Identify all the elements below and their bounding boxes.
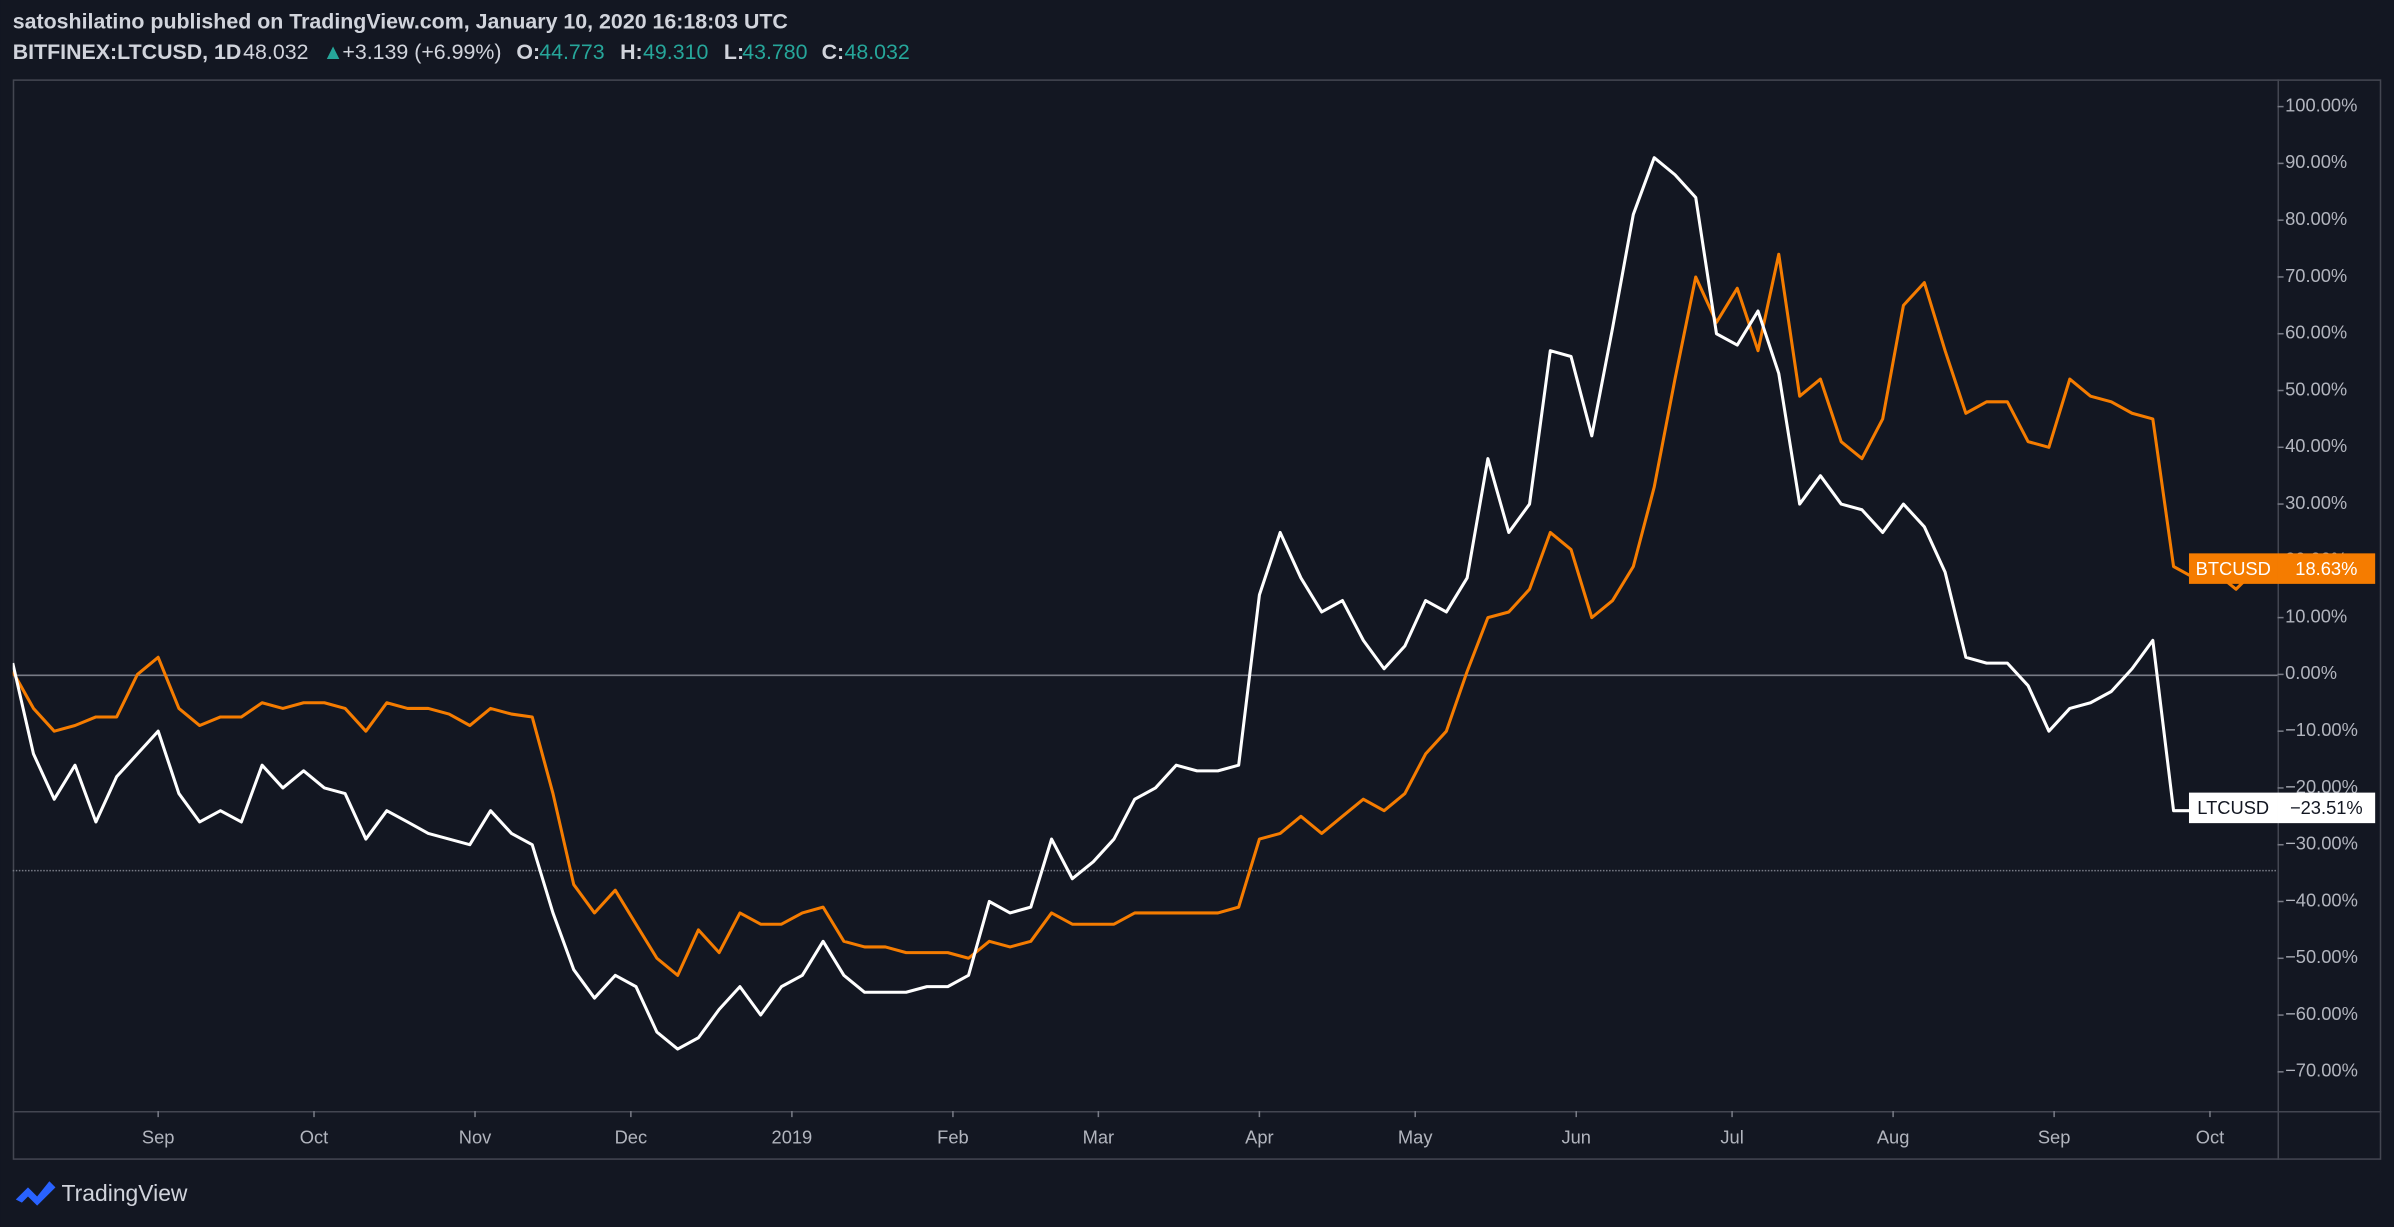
- last-price: 48.032: [243, 40, 308, 64]
- symbol: BITFINEX:LTCUSD, 1D: [13, 40, 242, 64]
- x-tick-label: Sep: [142, 1126, 175, 1147]
- y-tick-label: 10.00%: [2285, 605, 2347, 626]
- x-tick-label: Feb: [937, 1126, 969, 1147]
- x-tick-label: Jun: [1561, 1126, 1591, 1147]
- y-tick-label: −70.00%: [2285, 1060, 2358, 1081]
- x-tick-label: Jul: [1720, 1126, 1743, 1147]
- badge-name: LTCUSD: [2197, 797, 2269, 818]
- x-tick-label: Aug: [1877, 1126, 1910, 1147]
- y-tick-label: 0.00%: [2285, 662, 2337, 683]
- badge-value: −23.51%: [2290, 797, 2363, 818]
- ohlc-label: H:: [620, 40, 643, 64]
- badge-name-bg: [2188, 553, 2278, 584]
- y-tick-label: 40.00%: [2285, 435, 2347, 456]
- series-line: [12, 156, 2258, 1051]
- y-tick-label: −20.00%: [2285, 776, 2358, 797]
- ohlc-value: 49.310: [643, 40, 708, 64]
- logo-text: TradingView: [62, 1180, 188, 1206]
- badge-value-bg: [2277, 553, 2376, 584]
- y-tick-label: 60.00%: [2285, 322, 2347, 343]
- x-tick-label: Dec: [615, 1126, 648, 1147]
- ohlc-label: L:: [724, 40, 744, 64]
- publisher: satoshilatino published on TradingView.c…: [13, 10, 788, 34]
- ohlc-label: C:: [822, 40, 845, 64]
- frame: [12, 79, 2382, 1160]
- last-value-badge: BTCUSD 18.63%: [2188, 553, 2376, 584]
- y-tick-label: 70.00%: [2285, 265, 2347, 286]
- ohlc-value: 48.032: [844, 40, 909, 64]
- y-tick-label: 30.00%: [2285, 492, 2347, 513]
- series-line: [12, 252, 2258, 977]
- x-tick-label: 2019: [772, 1126, 813, 1147]
- ohlc-label: O:: [516, 40, 540, 64]
- y-tick-label: 80.00%: [2285, 208, 2347, 229]
- x-tick-label: Oct: [300, 1126, 328, 1147]
- x-tick-label: Oct: [2196, 1126, 2224, 1147]
- badge-value-bg: [2277, 792, 2376, 824]
- x-tick-label: May: [1398, 1126, 1433, 1147]
- y-tick-label: −60.00%: [2285, 1003, 2358, 1024]
- y-tick-label: −40.00%: [2285, 889, 2358, 910]
- x-tick-label: Apr: [1245, 1126, 1273, 1147]
- logo-icon: [15, 1181, 56, 1206]
- x-tick-label: Mar: [1083, 1126, 1115, 1147]
- last-value-badge: LTCUSD −23.51%: [2188, 792, 2376, 824]
- change-arrow: ▲: [323, 40, 344, 64]
- badge-name-bg: [2188, 792, 2278, 824]
- ohlc-value: 44.773: [539, 40, 604, 64]
- y-tick-label: 100.00%: [2285, 94, 2357, 115]
- y-tick-label: −10.00%: [2285, 719, 2358, 740]
- ohlc-value: 43.780: [742, 40, 807, 64]
- y-tick-label: −30.00%: [2285, 833, 2358, 854]
- badge-name: BTCUSD: [2196, 558, 2271, 579]
- change: +3.139 (+6.99%): [342, 40, 501, 64]
- x-tick-label: Nov: [459, 1126, 492, 1147]
- badge-value: 18.63%: [2295, 558, 2357, 579]
- y-tick-label: −50.00%: [2285, 946, 2358, 967]
- y-tick-label: 90.00%: [2285, 151, 2347, 172]
- x-tick-label: Sep: [2038, 1126, 2071, 1147]
- y-tick-label: 50.00%: [2285, 378, 2347, 399]
- logo: TradingView: [15, 1180, 188, 1206]
